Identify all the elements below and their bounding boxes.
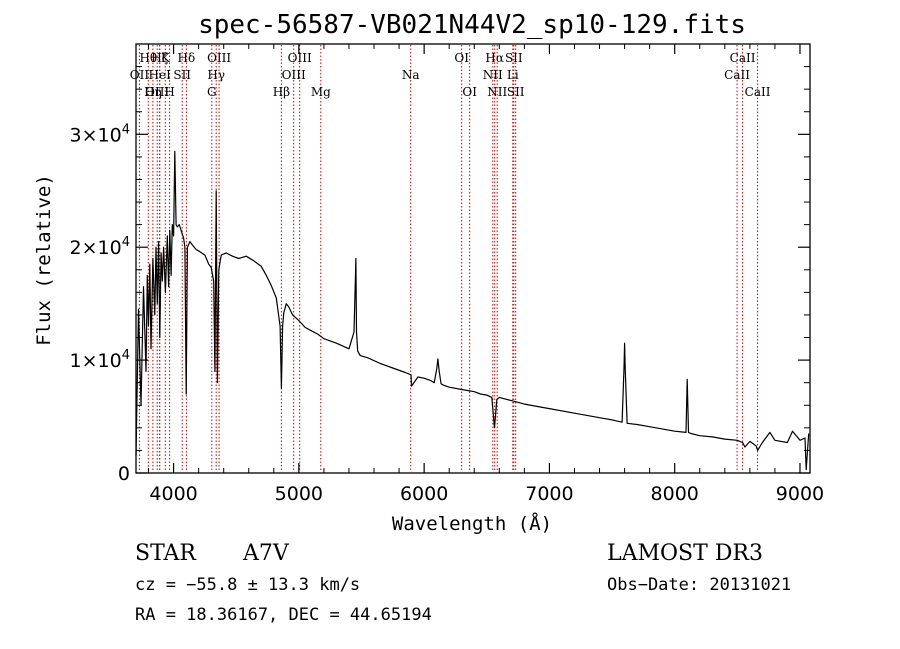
x-tick-label-2: 6000 xyxy=(400,483,448,505)
x-tick-label-1: 5000 xyxy=(275,483,323,505)
line-label-20: Hα xyxy=(485,51,504,65)
y-tick-label-3: 3×104 xyxy=(70,122,130,146)
redshift-velocity: cz = −55.8 ± 13.3 km/s xyxy=(135,575,360,595)
line-label-28: CaII xyxy=(745,85,771,99)
line-label-5: HeI xyxy=(149,68,172,82)
x-axis-label: Wavelength (Å) xyxy=(392,512,552,535)
line-label-12: G xyxy=(207,85,217,99)
spectral-subclass: A7V xyxy=(242,541,290,566)
plot-frame xyxy=(135,43,811,474)
object-class: STAR xyxy=(135,541,197,566)
y-axis-label: Flux (relative) xyxy=(33,174,55,346)
line-label-0: Hθ xyxy=(139,51,157,65)
line-label-23: Li xyxy=(507,68,519,82)
spectrum-line xyxy=(135,150,810,471)
line-label-25: SII xyxy=(507,85,525,99)
line-label-27: CaII xyxy=(724,68,750,82)
y-tick-mantissa-1: 1×10 xyxy=(70,350,122,372)
observation-date: Obs−Date: 20131021 xyxy=(607,575,791,595)
line-label-14: OIII xyxy=(288,51,312,65)
survey-name: LAMOST DR3 xyxy=(607,541,763,566)
line-label-26: CaII xyxy=(730,51,756,65)
y-tick-exponent-3: 4 xyxy=(122,122,130,137)
line-label-8: H xyxy=(164,85,174,99)
line-label-4: Hζ xyxy=(151,51,168,65)
line-label-6: K xyxy=(161,51,171,65)
sky-coordinates: RA = 18.36167, DEC = 44.65194 xyxy=(135,605,432,625)
x-tick-label-3: 7000 xyxy=(525,483,573,505)
line-label-18: OI xyxy=(454,51,469,65)
x-tick-label-0: 4000 xyxy=(149,483,197,505)
line-label-21: SII xyxy=(505,51,523,65)
y-tick-exponent-2: 4 xyxy=(122,235,130,250)
y-tick-exponent-1: 4 xyxy=(122,348,130,363)
line-label-7: SII xyxy=(173,68,191,82)
line-label-9: Hδ xyxy=(178,51,196,65)
line-label-19: OI xyxy=(462,85,477,99)
y-tick-label-1: 1×104 xyxy=(70,348,130,372)
spectral-line-markers xyxy=(138,45,759,472)
y-tick-mantissa-0: 0 xyxy=(118,463,130,485)
line-label-1: OII xyxy=(130,68,150,82)
line-label-22: NII xyxy=(483,68,503,82)
y-tick-mantissa-3: 3×10 xyxy=(70,124,122,146)
line-label-24: NII xyxy=(487,85,507,99)
chart-title: spec-56587-VB021N44V2_sp10-129.fits xyxy=(198,10,746,40)
line-label-17: Na xyxy=(402,68,420,82)
line-label-13: Hβ xyxy=(273,85,290,99)
line-label-11: Hγ xyxy=(207,68,225,82)
x-tick-label-5: 9000 xyxy=(776,483,824,505)
line-label-15: OIII xyxy=(282,68,306,82)
y-tick-label-0: 0 xyxy=(118,463,130,485)
line-label-2: OIII xyxy=(145,85,169,99)
line-label-10: OIII xyxy=(207,51,231,65)
line-label-16: Mg xyxy=(311,85,331,99)
x-tick-label-4: 8000 xyxy=(651,483,699,505)
x-axis-ticks: 4000 5000 6000 7000 8000 9000 xyxy=(148,44,824,505)
line-label-3: Hη xyxy=(144,85,162,99)
y-tick-mantissa-2: 2×10 xyxy=(70,237,122,259)
y-tick-label-2: 2×104 xyxy=(70,235,130,259)
